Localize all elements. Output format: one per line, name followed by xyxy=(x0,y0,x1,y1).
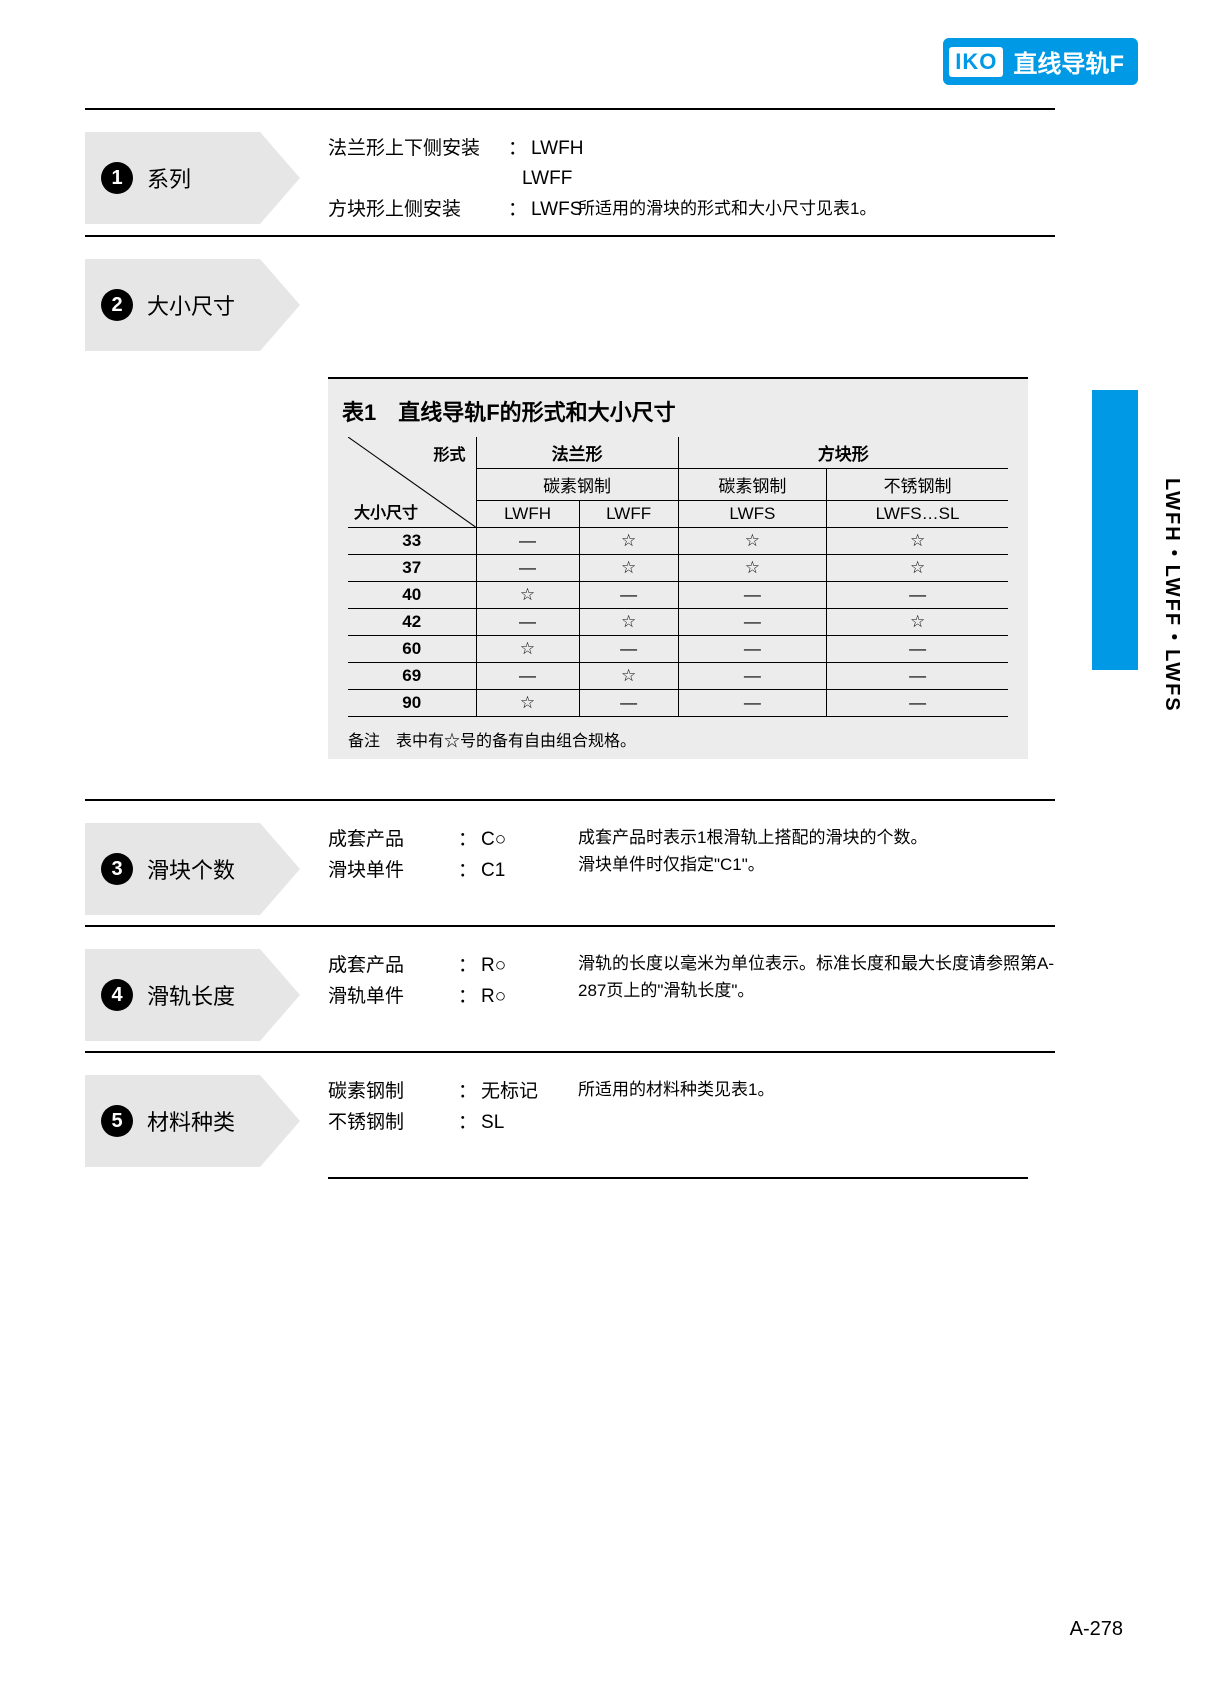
value-cell: — xyxy=(827,582,1008,609)
section-num: 1 xyxy=(101,162,133,194)
value-cell: ☆ xyxy=(579,555,678,582)
section-title: 系列 xyxy=(147,162,191,194)
value-cell: ☆ xyxy=(579,609,678,636)
size-cell: 42 xyxy=(348,609,476,636)
value-cell: — xyxy=(476,528,579,555)
logo: IKO xyxy=(949,47,1003,77)
value-cell: ☆ xyxy=(476,690,579,717)
section-label-3: 3 滑块个数 xyxy=(85,823,300,915)
value-cell: — xyxy=(678,636,827,663)
table-row: 42—☆—☆ xyxy=(348,609,1008,636)
table-row: 69—☆—— xyxy=(348,663,1008,690)
section-num: 3 xyxy=(101,853,133,885)
value-cell: — xyxy=(827,690,1008,717)
section-num: 5 xyxy=(101,1105,133,1137)
data-table: 形式 大小尺寸 法兰形 方块形 碳素钢制 碳素钢制 不锈钢制 LWFH LWFF… xyxy=(348,437,1008,717)
table-row: 33—☆☆☆ xyxy=(348,528,1008,555)
page-number: A-278 xyxy=(1070,1618,1123,1641)
value-cell: — xyxy=(476,663,579,690)
table-row: 40☆——— xyxy=(348,582,1008,609)
section-title: 大小尺寸 xyxy=(147,289,235,321)
diag-header: 形式 大小尺寸 xyxy=(348,437,476,528)
value-cell: ☆ xyxy=(678,528,827,555)
table1: 表1 直线导轨F的形式和大小尺寸 形式 大小尺寸 法兰形 方块形 碳素钢制 碳素… xyxy=(328,377,1028,759)
value-cell: — xyxy=(678,690,827,717)
size-cell: 60 xyxy=(348,636,476,663)
table-row: 90☆——— xyxy=(348,690,1008,717)
content: 1 系列 法兰形上下侧安装：LWFH LWFF 方块形上侧安装：LWFS 所适用… xyxy=(85,108,1055,1179)
section-num: 2 xyxy=(101,289,133,321)
value-cell: — xyxy=(579,636,678,663)
section-label-5: 5 材料种类 xyxy=(85,1075,300,1167)
section-note: 成套产品时表示1根滑轨上搭配的滑块的个数。滑块单件时仅指定"C1"。 xyxy=(578,801,1055,915)
value-cell: ☆ xyxy=(827,528,1008,555)
section-title: 滑轨长度 xyxy=(147,979,235,1011)
section-note: 滑轨的长度以毫米为单位表示。标准长度和最大长度请参照第A-287页上的"滑轨长度… xyxy=(578,927,1055,1041)
table-row: 60☆——— xyxy=(348,636,1008,663)
section-num: 4 xyxy=(101,979,133,1011)
value-cell: — xyxy=(579,582,678,609)
value-cell: — xyxy=(827,663,1008,690)
size-cell: 90 xyxy=(348,690,476,717)
value-cell: ☆ xyxy=(476,636,579,663)
value-cell: — xyxy=(678,609,827,636)
size-cell: 37 xyxy=(348,555,476,582)
section-label-4: 4 滑轨长度 xyxy=(85,949,300,1041)
section-kv: 碳素钢制：无标记不锈钢制：SL xyxy=(328,1053,578,1167)
size-cell: 40 xyxy=(348,582,476,609)
value-cell: ☆ xyxy=(476,582,579,609)
value-cell: — xyxy=(476,609,579,636)
side-text: LWFH・LWFF・LWFS xyxy=(1158,478,1187,713)
bottom-rule xyxy=(328,1177,1028,1179)
value-cell: ☆ xyxy=(827,609,1008,636)
value-cell: — xyxy=(678,663,827,690)
value-cell: — xyxy=(678,582,827,609)
section-title: 材料种类 xyxy=(147,1105,235,1137)
value-cell: ☆ xyxy=(579,528,678,555)
side-tab xyxy=(1092,390,1138,670)
section-label-2: 2 大小尺寸 xyxy=(85,259,300,351)
section-note: 所适用的材料种类见表1。 xyxy=(578,1053,1055,1167)
table-title: 表1 直线导轨F的形式和大小尺寸 xyxy=(328,391,1028,437)
value-cell: ☆ xyxy=(579,663,678,690)
section1-note: 所适用的滑块的形式和大小尺寸见表1。 xyxy=(578,110,886,225)
section-label-1: 1 系列 xyxy=(85,132,300,224)
value-cell: — xyxy=(476,555,579,582)
section-kv: 成套产品：C○滑块单件：C1 xyxy=(328,801,578,915)
section-title: 滑块个数 xyxy=(147,853,235,885)
size-cell: 69 xyxy=(348,663,476,690)
header-badge: IKO 直线导轨F xyxy=(943,38,1138,85)
table-footnote: 备注 表中有☆号的备有自由组合规格。 xyxy=(328,717,1028,751)
size-cell: 33 xyxy=(348,528,476,555)
section1-kv: 法兰形上下侧安装：LWFH LWFF 方块形上侧安装：LWFS xyxy=(328,110,578,225)
value-cell: — xyxy=(579,690,678,717)
section-kv: 成套产品：R○滑轨单件：R○ xyxy=(328,927,578,1041)
header-title: 直线导轨F xyxy=(1013,44,1124,79)
value-cell: ☆ xyxy=(678,555,827,582)
value-cell: ☆ xyxy=(827,555,1008,582)
table-row: 37—☆☆☆ xyxy=(348,555,1008,582)
value-cell: — xyxy=(827,636,1008,663)
